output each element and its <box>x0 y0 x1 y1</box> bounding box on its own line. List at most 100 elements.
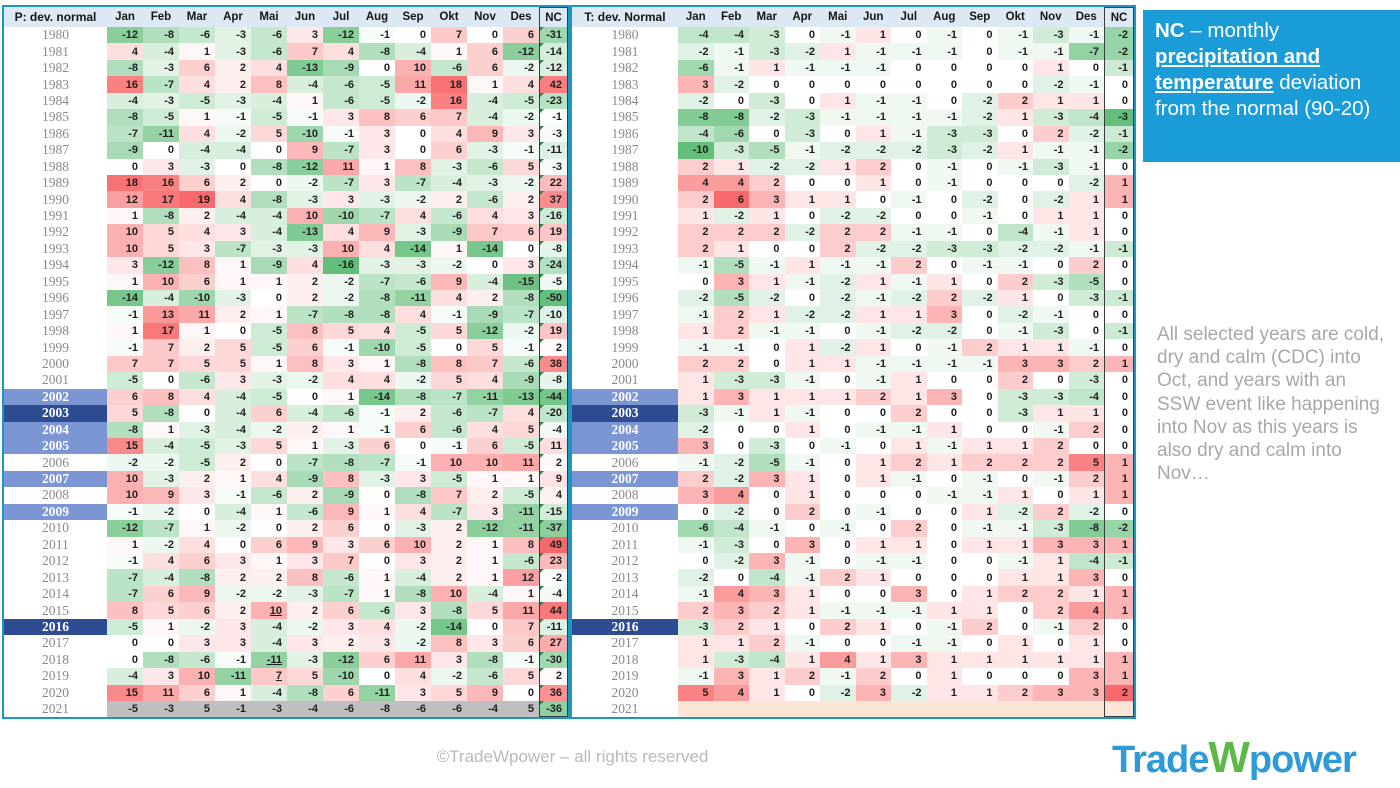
title-nc-abbrev: NC <box>1155 19 1185 42</box>
heatmap-cell: 2 <box>678 355 714 373</box>
heatmap-cell: 1 <box>678 207 714 225</box>
heatmap-cell: -9 <box>431 224 467 241</box>
heatmap-cell: 0 <box>1068 59 1104 77</box>
heatmap-cell: 2 <box>1033 437 1069 455</box>
nc-cell: -4 <box>539 421 568 438</box>
heatmap-cell: 2 <box>820 569 856 586</box>
heatmap-cell: 11 <box>323 158 359 175</box>
heatmap-cell: 1 <box>749 618 785 636</box>
nc-cell: 1 <box>1104 651 1134 669</box>
heatmap-cell: 1 <box>323 421 359 438</box>
year-label: 2003 <box>572 405 678 422</box>
heatmap-cell: 0 <box>431 339 467 356</box>
heatmap-cell: -7 <box>107 125 143 143</box>
nc-cell: -15 <box>539 503 568 521</box>
heatmap-cell: 1 <box>1033 207 1069 225</box>
heatmap-cell: -4 <box>107 668 143 685</box>
heatmap-cell: 5 <box>143 602 179 619</box>
heatmap-cell: -12 <box>467 520 503 537</box>
year-label: 1982 <box>4 59 107 77</box>
nc-cell: 0 <box>1104 92 1134 110</box>
heatmap-cell: 0 <box>395 437 431 455</box>
nc-cell: 1 <box>1104 602 1134 619</box>
heatmap-cell: 1 <box>179 43 215 60</box>
heatmap-cell: -1 <box>503 651 539 669</box>
nc-cell: 0 <box>1104 503 1134 521</box>
heatmap-cell: -3 <box>251 240 287 258</box>
heatmap-cell: 2 <box>891 520 927 537</box>
nc-cell: 4 <box>539 487 568 504</box>
heatmap-cell: -6 <box>467 668 503 685</box>
heatmap-cell: 0 <box>678 553 714 570</box>
heatmap-cell: 12 <box>503 569 539 586</box>
month-header: Sep <box>962 7 998 27</box>
heatmap-cell: 1 <box>467 536 503 553</box>
heatmap-cell: 0 <box>891 76 927 93</box>
cell-flag-triangle-icon <box>540 240 544 245</box>
nc-cell: 27 <box>539 635 568 652</box>
heatmap-cell: 6 <box>359 437 395 455</box>
heatmap-cell: -3 <box>215 437 251 455</box>
heatmap-cell: -1 <box>784 142 820 159</box>
nc-cell: 0 <box>1104 388 1134 406</box>
heatmap-cell: 0 <box>962 322 998 340</box>
heatmap-cell: 1 <box>820 92 856 110</box>
heatmap-cell: -1 <box>891 43 927 60</box>
heatmap-cell: -2 <box>678 92 714 110</box>
heatmap-cell: 3 <box>323 618 359 636</box>
heatmap-cell: 17 <box>143 322 179 340</box>
heatmap-cell: 5 <box>467 339 503 356</box>
heatmap-cell: -6 <box>323 405 359 422</box>
heatmap-cell: 6 <box>503 27 539 44</box>
heatmap-cell: -2 <box>749 109 785 126</box>
heatmap-cell: 4 <box>179 224 215 241</box>
heatmap-cell: 1 <box>891 372 927 389</box>
heatmap-cell: -5 <box>749 142 785 159</box>
heatmap-cell: -3 <box>143 59 179 77</box>
heatmap-cell: -1 <box>749 257 785 274</box>
heatmap-cell: -4 <box>1068 553 1104 570</box>
heatmap-cell: -2 <box>820 142 856 159</box>
heatmap-cell: 8 <box>107 602 143 619</box>
heatmap-cell: 2 <box>215 454 251 471</box>
heatmap-cell: 4 <box>713 684 749 701</box>
heatmap-cell: -7 <box>143 76 179 93</box>
heatmap-cell: -6 <box>323 92 359 110</box>
year-label: 2008 <box>572 487 678 504</box>
heatmap-cell: 6 <box>143 585 179 603</box>
month-header: Des <box>1068 7 1104 27</box>
heatmap-cell: -1 <box>784 273 820 290</box>
heatmap-cell: 2 <box>179 339 215 356</box>
heatmap-cell: 4 <box>251 470 287 488</box>
heatmap-cell: -5 <box>359 76 395 93</box>
heatmap-cell: 3 <box>359 635 395 652</box>
heatmap-cell: 3 <box>179 240 215 258</box>
heatmap-cell: 0 <box>997 59 1033 77</box>
heatmap-cell: -11 <box>503 503 539 521</box>
heatmap-cell: -1 <box>855 372 891 389</box>
heatmap-cell: 3 <box>1068 668 1104 685</box>
heatmap-cell: 1 <box>926 602 962 619</box>
heatmap-cell: -2 <box>287 174 323 192</box>
cell-flag-triangle-icon <box>540 421 544 426</box>
heatmap-cell: -4 <box>749 569 785 586</box>
cell-flag-triangle-icon <box>540 536 544 541</box>
nc-column-header: NC <box>539 7 568 27</box>
heatmap-cell: 10 <box>143 273 179 290</box>
heatmap-cell: 1 <box>855 306 891 323</box>
heatmap-cell: 1 <box>784 388 820 406</box>
heatmap-cell: 1 <box>1033 569 1069 586</box>
heatmap-cell: -3 <box>1033 158 1069 175</box>
heatmap-cell: 0 <box>749 503 785 521</box>
heatmap-cell: -11 <box>143 125 179 143</box>
heatmap-cell: -1 <box>678 306 714 323</box>
heatmap-cell: 3 <box>855 684 891 701</box>
heatmap-cell: -1 <box>678 257 714 274</box>
year-label: 2006 <box>4 454 107 471</box>
heatmap-cell: 10 <box>107 470 143 488</box>
heatmap-cell: -1 <box>1068 76 1104 93</box>
heatmap-cell: 6 <box>503 635 539 652</box>
heatmap-cell: 1 <box>678 322 714 340</box>
heatmap-cell: 0 <box>820 585 856 603</box>
heatmap-cell: -8 <box>251 158 287 175</box>
